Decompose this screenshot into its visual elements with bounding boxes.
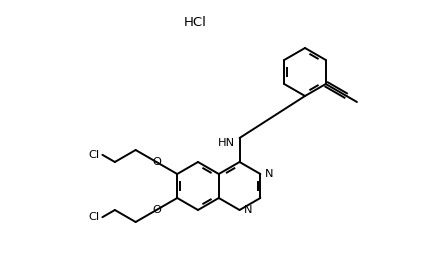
Text: HN: HN bbox=[217, 138, 234, 148]
Text: N: N bbox=[265, 169, 273, 179]
Text: Cl: Cl bbox=[88, 212, 99, 222]
Text: O: O bbox=[151, 157, 161, 167]
Text: Cl: Cl bbox=[88, 150, 99, 160]
Text: HCl: HCl bbox=[183, 15, 206, 28]
Text: O: O bbox=[151, 205, 161, 215]
Text: N: N bbox=[243, 205, 251, 215]
